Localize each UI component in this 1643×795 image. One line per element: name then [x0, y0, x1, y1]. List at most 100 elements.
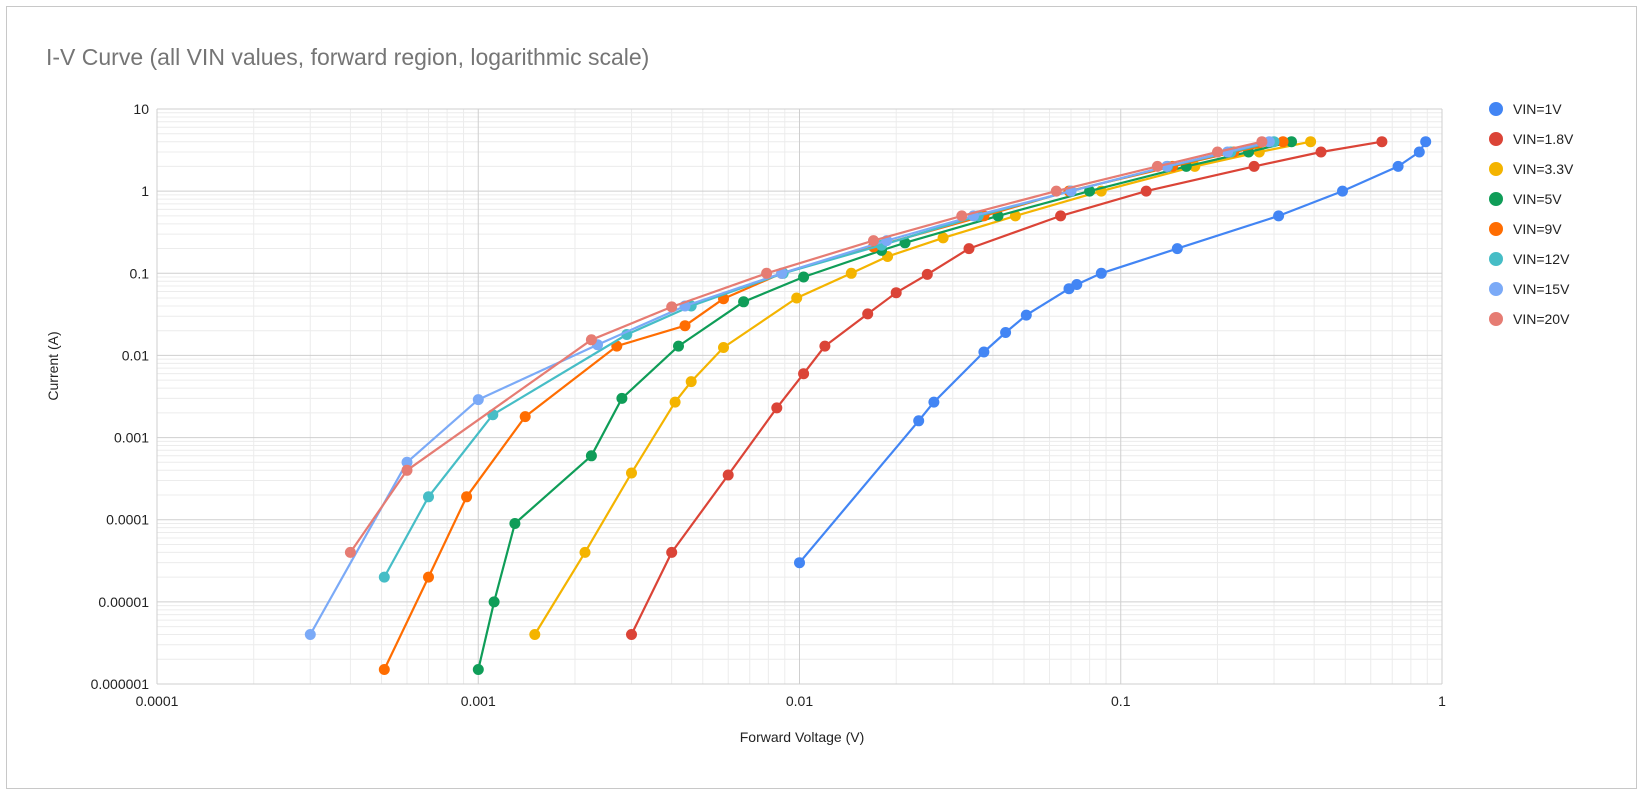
- series-vin-1v: [794, 136, 1432, 569]
- series-line: [383, 140, 1284, 670]
- y-tick-label: 0.00001: [98, 594, 149, 610]
- data-point: [738, 296, 750, 308]
- data-point: [718, 342, 729, 353]
- data-point: [845, 267, 857, 279]
- data-point: [1305, 136, 1317, 148]
- data-point: [1392, 160, 1404, 172]
- chart-frame: [6, 6, 1637, 789]
- x-tick-label: 1: [1438, 693, 1446, 709]
- data-point: [669, 396, 681, 408]
- data-point: [1000, 327, 1012, 338]
- data-point: [1151, 160, 1163, 172]
- chart-title: I-V Curve (all VIN values, forward regio…: [46, 44, 650, 70]
- data-point: [921, 268, 933, 280]
- legend-label: VIN=12V: [1513, 251, 1570, 267]
- x-tick-label: 0.01: [786, 693, 813, 709]
- data-point: [1273, 210, 1285, 222]
- legend-marker: [1489, 132, 1503, 146]
- data-point: [1171, 243, 1183, 255]
- series-line: [798, 141, 1427, 564]
- y-axis-title: Current (A): [45, 331, 61, 400]
- data-point: [666, 546, 678, 558]
- data-point: [1095, 267, 1107, 279]
- data-point: [585, 334, 597, 346]
- legend-marker: [1489, 222, 1503, 236]
- major-gridlines: [156, 108, 1443, 685]
- legend-item[interactable]: VIN=15V: [1489, 281, 1570, 297]
- data-point: [378, 664, 390, 675]
- data-point: [1248, 160, 1260, 172]
- legend-item[interactable]: VIN=3.3V: [1489, 161, 1574, 177]
- series-line: [309, 140, 1270, 636]
- data-point: [1420, 136, 1432, 148]
- series-vin-20v: [344, 136, 1268, 558]
- data-point: [956, 210, 968, 222]
- legend[interactable]: VIN=1V VIN=1.8V VIN=3.3V VIN=5V VIN=9V VIN=12…: [1489, 101, 1574, 327]
- series-vin-1-8v: [626, 136, 1388, 640]
- data-point: [423, 491, 434, 503]
- data-point: [862, 308, 874, 320]
- x-tick-label: 0.0001: [136, 693, 179, 709]
- data-point: [616, 392, 628, 404]
- x-tick-label: 0.001: [461, 693, 496, 709]
- data-point: [1140, 185, 1152, 197]
- y-axis-ticks: 0.000001 0.00001 0.0001 0.001 0.01 0.1 1 10: [91, 101, 150, 692]
- series-vin-5v: [472, 136, 1297, 675]
- legend-label: VIN=3.3V: [1513, 161, 1574, 177]
- legend-marker: [1489, 102, 1503, 116]
- data-point: [401, 456, 413, 468]
- legend-label: VIN=15V: [1513, 281, 1570, 297]
- legend-marker: [1489, 162, 1503, 176]
- data-point: [529, 629, 541, 640]
- data-point: [1256, 136, 1268, 148]
- data-point: [761, 267, 773, 279]
- data-point: [1376, 136, 1388, 148]
- data-point: [798, 271, 810, 283]
- legend-marker: [1489, 252, 1503, 266]
- data-point: [798, 368, 810, 380]
- x-axis-ticks: 0.0001 0.001 0.01 0.1 1: [136, 693, 1447, 709]
- legend-item[interactable]: VIN=20V: [1489, 311, 1570, 327]
- data-point: [626, 629, 637, 640]
- data-point: [423, 571, 434, 583]
- legend-item[interactable]: VIN=5V: [1489, 191, 1562, 207]
- data-point: [488, 596, 500, 608]
- data-point: [685, 376, 697, 388]
- legend-item[interactable]: VIN=1.8V: [1489, 131, 1574, 147]
- y-tick-label: 10: [133, 101, 149, 117]
- series-line: [477, 140, 1292, 670]
- legend-item[interactable]: VIN=1V: [1489, 101, 1562, 117]
- x-axis-title: Forward Voltage (V): [740, 729, 865, 745]
- series-vin-3-3v: [529, 136, 1317, 640]
- series-line: [349, 140, 1263, 554]
- data-point: [1071, 279, 1083, 290]
- data-point: [928, 396, 940, 408]
- data-point: [1055, 210, 1067, 222]
- legend-item[interactable]: VIN=9V: [1489, 221, 1562, 237]
- data-point: [771, 402, 783, 414]
- y-tick-label: 0.001: [114, 430, 149, 446]
- series-layer: [304, 136, 1432, 675]
- data-point: [401, 464, 413, 476]
- data-point: [461, 491, 473, 503]
- legend-label: VIN=1V: [1513, 101, 1562, 117]
- legend-label: VIN=20V: [1513, 311, 1570, 327]
- data-point: [666, 301, 678, 313]
- data-point: [963, 243, 975, 255]
- data-point: [819, 340, 831, 352]
- data-point: [1020, 309, 1032, 321]
- y-tick-label: 0.0001: [106, 512, 149, 528]
- data-point: [1337, 185, 1348, 197]
- series-vin-9v: [378, 136, 1289, 675]
- y-tick-label: 0.1: [130, 265, 150, 281]
- data-point: [621, 329, 633, 340]
- x-tick-label: 0.1: [1111, 693, 1131, 709]
- legend-item[interactable]: VIN=12V: [1489, 251, 1570, 267]
- data-point: [344, 546, 356, 558]
- data-point: [1009, 210, 1021, 222]
- data-point: [722, 469, 734, 481]
- data-point: [1084, 185, 1096, 197]
- data-point: [794, 557, 805, 569]
- data-point: [579, 546, 591, 558]
